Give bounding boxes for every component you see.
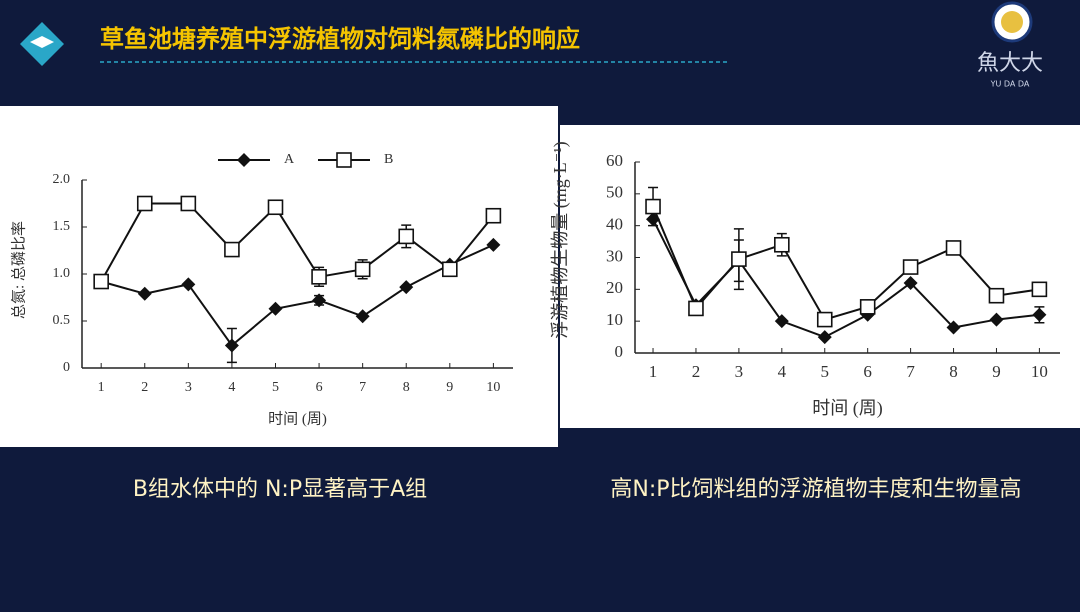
series-line <box>100 202 495 283</box>
marker-diamond <box>774 314 789 329</box>
caption: 高N:P比饲料组的浮游植物丰度和生物量高 <box>610 477 1021 502</box>
marker-diamond <box>486 237 501 252</box>
y-axis-label: 浮游植物生物量 (mg·L⁻¹) <box>550 141 571 338</box>
logo-text: 魚大大 <box>977 51 1043 76</box>
x-tick-label: 2 <box>692 362 701 381</box>
marker-square <box>442 261 458 278</box>
marker-square <box>224 241 240 258</box>
y-tick-label: 0 <box>63 360 70 375</box>
marker-diamond <box>1032 307 1047 322</box>
caption: B组水体中的 N:P显著高于A组 <box>133 477 427 502</box>
marker-diamond <box>268 301 283 316</box>
marker-square <box>988 287 1005 304</box>
legend-marker <box>237 153 251 167</box>
marker-square <box>1031 281 1048 298</box>
x-tick-label: 6 <box>863 362 872 381</box>
x-tick-label: 8 <box>949 362 958 381</box>
y-tick-label: 1.5 <box>53 219 71 234</box>
marker-diamond <box>817 330 832 345</box>
x-tick-label: 9 <box>446 380 453 395</box>
marker-diamond <box>989 312 1004 327</box>
x-tick-label: 7 <box>906 362 915 381</box>
x-tick-label: 5 <box>820 362 829 381</box>
x-tick-label: 4 <box>228 380 235 395</box>
marker-square <box>859 299 876 315</box>
x-tick-label: 10 <box>486 380 500 395</box>
x-tick-label: 6 <box>316 380 323 395</box>
x-tick-label: 2 <box>141 380 148 395</box>
marker-square <box>267 199 284 216</box>
x-tick-label: 1 <box>649 362 658 381</box>
marker-diamond <box>903 275 918 290</box>
y-tick-label: 20 <box>606 278 623 297</box>
marker-square <box>688 300 704 317</box>
x-tick-label: 3 <box>185 380 192 395</box>
legend-label: A <box>284 152 295 167</box>
legend-label: B <box>384 152 393 167</box>
y-tick-label: 10 <box>606 310 623 329</box>
marker-diamond <box>181 277 196 292</box>
marker-square <box>93 273 109 290</box>
chart-panel <box>0 106 558 447</box>
marker-diamond <box>312 293 327 308</box>
x-axis-label: 时间 (周) <box>812 398 883 419</box>
legend-marker <box>336 152 352 168</box>
y-tick-label: 2.0 <box>53 172 71 187</box>
y-tick-label: 40 <box>606 215 623 234</box>
marker-square <box>774 236 790 253</box>
marker-square <box>398 228 415 245</box>
y-tick-label: 1.0 <box>53 266 71 281</box>
marker-diamond <box>399 280 414 295</box>
x-tick-label: 1 <box>98 380 105 395</box>
x-tick-label: 5 <box>272 380 279 395</box>
y-tick-label: 50 <box>606 183 623 202</box>
marker-square <box>485 207 502 224</box>
marker-square <box>354 261 371 278</box>
logo-center <box>1001 11 1023 33</box>
y-axis-label: 总氮: 总磷比率 <box>10 221 27 319</box>
slide-title: 草鱼池塘养殖中浮游植物对饲料氮磷比的响应 <box>100 25 580 53</box>
series-line <box>652 206 1040 321</box>
marker-diamond <box>137 286 152 301</box>
marker-square <box>311 269 327 285</box>
series-line <box>100 243 494 347</box>
cap-icon <box>30 36 54 48</box>
marker-square <box>816 311 833 328</box>
marker-square <box>645 198 661 215</box>
y-tick-label: 30 <box>606 246 623 265</box>
x-tick-label: 7 <box>359 380 366 395</box>
y-tick-label: 60 <box>606 151 623 170</box>
marker-square <box>180 195 197 212</box>
marker-diamond <box>355 309 370 324</box>
y-tick-label: 0.5 <box>53 313 71 328</box>
logo-subtext: YU DA DA <box>990 80 1030 89</box>
x-tick-label: 10 <box>1031 362 1048 381</box>
x-tick-label: 9 <box>992 362 1001 381</box>
marker-diamond <box>224 338 239 353</box>
marker-square <box>731 251 747 267</box>
marker-square <box>945 240 962 256</box>
marker-square <box>136 195 153 212</box>
marker-square <box>902 259 919 275</box>
y-tick-label: 0 <box>615 342 624 361</box>
x-tick-label: 3 <box>735 362 744 381</box>
x-axis-label: 时间 (周) <box>268 410 327 427</box>
x-tick-label: 4 <box>778 362 787 381</box>
x-tick-label: 8 <box>403 380 410 395</box>
marker-diamond <box>946 320 961 335</box>
chart-panel <box>560 125 1080 428</box>
